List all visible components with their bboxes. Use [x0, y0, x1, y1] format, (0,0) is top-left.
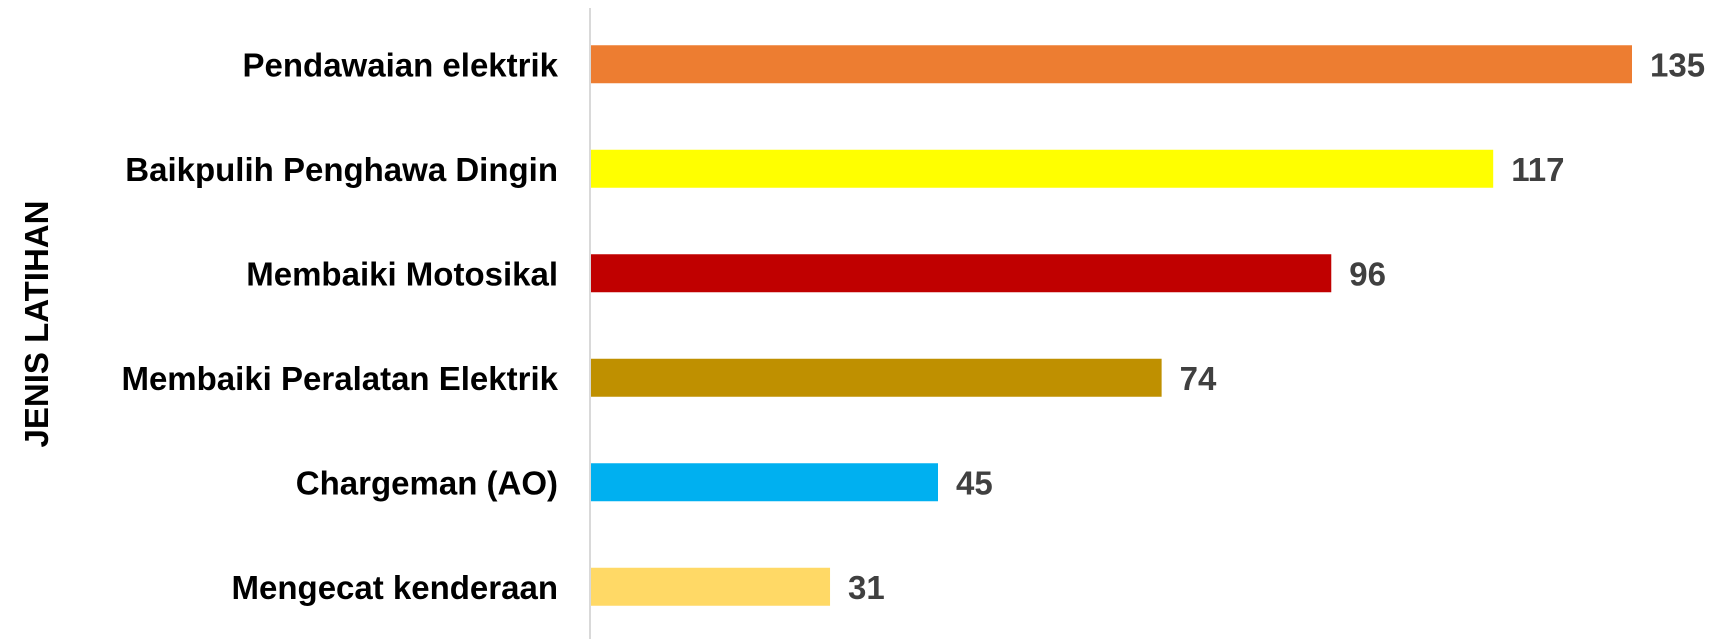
bar — [591, 358, 1162, 397]
bar — [591, 463, 938, 502]
bar — [591, 254, 1332, 293]
bar — [591, 45, 1632, 84]
data-label: 135 — [1650, 46, 1705, 83]
data-label: 45 — [956, 464, 993, 501]
data-label: 74 — [1180, 360, 1217, 397]
bar — [591, 567, 831, 606]
category-label: Membaiki Motosikal — [246, 255, 558, 292]
chart-marks: Pendawaian elektrik 135 Baikpulih Penghawa… — [121, 45, 1705, 606]
bar — [591, 149, 1494, 188]
data-label: 117 — [1511, 151, 1564, 188]
data-label: 31 — [848, 569, 885, 606]
y-axis-title: JENIS LATIHAN — [18, 201, 55, 448]
data-label: 96 — [1349, 255, 1386, 292]
category-label: Baikpulih Penghawa Dingin — [125, 151, 558, 188]
category-label: Chargeman (AO) — [296, 464, 558, 501]
category-label: Mengecat kenderaan — [232, 569, 558, 606]
category-label: Membaiki Peralatan Elektrik — [121, 360, 558, 397]
category-label: Pendawaian elektrik — [243, 46, 559, 83]
